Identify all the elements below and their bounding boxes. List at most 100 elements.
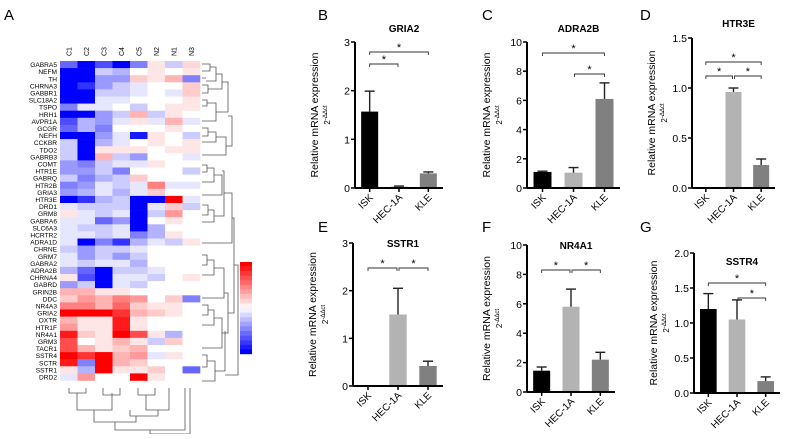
heatmap-cell <box>182 217 201 225</box>
heatmap-cell <box>147 103 166 111</box>
heatmap-row-label: GABRQ <box>33 176 57 183</box>
heatmap-cell <box>130 295 148 303</box>
x-tick-label: ISK <box>357 192 376 211</box>
bar-HEC-1A <box>562 306 580 392</box>
panel-letter-E: E <box>318 219 328 236</box>
heatmap-cell <box>182 323 201 332</box>
heatmap-cell <box>147 373 166 381</box>
bar-ISK <box>700 309 717 393</box>
heatmap-row-label: NEFM <box>38 69 57 76</box>
heatmap-cell <box>60 302 78 310</box>
heatmap-cell <box>77 160 96 168</box>
heatmap-cell <box>165 238 183 246</box>
heatmap-cell <box>60 132 78 140</box>
significance-bracket <box>734 75 762 79</box>
heatmap-cell <box>147 210 166 218</box>
colorbar-segment <box>240 298 252 304</box>
heatmap-cell <box>130 210 148 218</box>
significance-star: * <box>554 260 559 272</box>
heatmap-cell <box>77 345 96 353</box>
heatmap-cell <box>165 188 183 197</box>
heatmap-cell <box>147 110 166 119</box>
x-tick-label: HEC-1A <box>543 396 577 430</box>
heatmap-cell <box>112 217 131 225</box>
heatmap-cell <box>112 210 131 218</box>
bar-ISK <box>361 111 379 188</box>
heatmap-column-label: C1 <box>66 47 73 56</box>
heatmap-cell <box>147 68 166 76</box>
heatmap-cell <box>182 373 201 381</box>
y-axis-unit-exponent: -ΔΔct <box>323 105 329 120</box>
heatmap-cell <box>130 146 148 154</box>
heatmap-cell <box>112 288 131 296</box>
heatmap-cell <box>95 373 113 381</box>
heatmap-cell <box>165 203 183 211</box>
y-tick-label: 0 <box>516 183 522 195</box>
heatmap-cell <box>147 252 166 261</box>
heatmap-row-label: CHRNA4 <box>30 275 57 282</box>
heatmap-cell <box>77 174 96 182</box>
heatmap-cell <box>112 82 131 90</box>
heatmap-cell <box>130 373 148 381</box>
heatmap-cell <box>165 359 183 367</box>
y-axis-label: Relative mRNA expression <box>481 256 493 381</box>
heatmap-cell <box>77 96 96 104</box>
x-tick-label: HEC-1A <box>706 192 740 226</box>
heatmap-cell <box>112 139 131 147</box>
heatmap-cell <box>77 323 96 332</box>
heatmap-cell <box>182 352 201 360</box>
significance-bracket <box>542 52 605 56</box>
bar-ISK <box>533 171 552 188</box>
heatmap-cell <box>147 337 166 346</box>
bar-KLE <box>753 165 770 188</box>
dendrogram <box>68 63 239 435</box>
heatmap-cell <box>130 302 148 310</box>
y-tick-label: 8 <box>516 269 522 281</box>
heatmap-cell <box>147 132 166 140</box>
y-tick-label: 1.5 <box>674 283 689 295</box>
heatmap-cell <box>112 103 131 111</box>
heatmap-cell <box>112 96 131 104</box>
heatmap-cell <box>77 302 96 310</box>
bar-KLE <box>591 359 609 392</box>
heatmap-cell <box>147 82 166 90</box>
heatmap-cell <box>60 174 78 182</box>
y-axis-unit: 2-ΔΔct <box>321 305 330 324</box>
heatmap-cell <box>112 160 131 168</box>
heatmap-cell <box>147 96 166 104</box>
heatmap-cell <box>182 139 201 147</box>
heatmap-cell <box>112 238 131 246</box>
heatmap-cell <box>77 359 96 367</box>
heatmap-cell <box>182 295 201 303</box>
heatmap-row-label: GABRB3 <box>30 154 57 161</box>
significance-star: * <box>750 288 755 300</box>
heatmap-cell <box>77 366 96 374</box>
y-tick-label: 2 <box>342 286 348 298</box>
heatmap-column-label: C5 <box>136 47 143 56</box>
chart-title: GRIA2 <box>389 24 420 35</box>
heatmap-row-label: COMT <box>38 162 57 169</box>
heatmap-cell <box>147 181 166 190</box>
heatmap-cell <box>182 124 201 133</box>
heatmap-cell <box>60 323 78 332</box>
y-tick-label: 2 <box>344 86 350 98</box>
y-axis-unit: 2-ΔΔct <box>495 309 504 328</box>
x-tick-label: ISK <box>529 192 548 211</box>
colorbar-segment <box>240 331 252 336</box>
heatmap-cell <box>112 231 131 239</box>
colorbar-segment <box>240 262 252 267</box>
heatmap-row-label: TACR1 <box>36 346 57 353</box>
heatmap-row-label: GRM8 <box>38 211 57 218</box>
panel-letter-F: F <box>482 219 491 236</box>
heatmap-cell <box>147 352 166 360</box>
heatmap-cell <box>60 75 78 83</box>
significance-bracket <box>541 269 571 273</box>
significance-star: * <box>717 66 722 78</box>
heatmap-cell <box>182 330 201 339</box>
y-axis-label: Relative mRNA expression <box>646 50 658 175</box>
heatmap-cell <box>165 274 183 282</box>
heatmap-cell <box>130 330 148 339</box>
heatmap-cell <box>112 181 131 190</box>
heatmap-cell <box>130 96 148 104</box>
